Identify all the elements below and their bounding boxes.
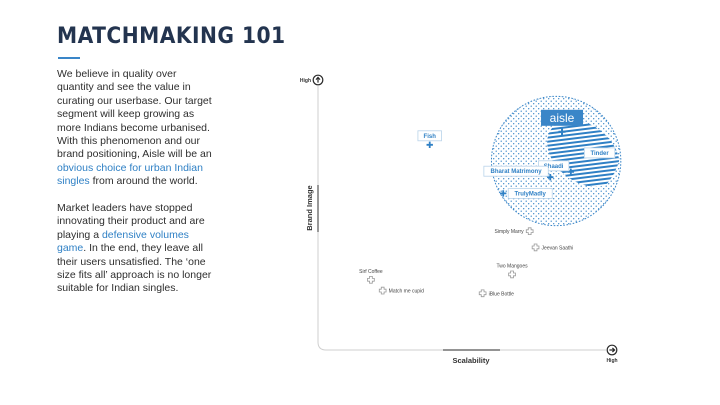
point-tinder: Tinder (584, 148, 614, 158)
point-label: Bharat Matrimony (491, 169, 543, 175)
point-iblue-bottle: iBlue Bottle (479, 290, 514, 297)
point-label: Fish (424, 134, 437, 140)
point-trulymadly: TrulyMadly (500, 188, 552, 198)
point-two-mangoes: Two Mangoes (496, 263, 528, 277)
point-label: Simply Marry (495, 229, 525, 235)
point-label: Sirf Coffee (359, 269, 383, 275)
point-sirf-coffee: Sirf Coffee (359, 269, 383, 283)
y-axis-title: Brand Image (305, 185, 314, 230)
point-fish: Fish (418, 131, 442, 148)
arrow-up-circle-icon (313, 75, 323, 85)
point-label: Two Mangoes (496, 263, 528, 269)
point-label: iBlue Bottle (489, 291, 515, 297)
point-label: Jeevan Saathi (542, 245, 574, 251)
point-label: Tinder (590, 151, 609, 157)
point-label: TrulyMadly (515, 191, 547, 197)
x-axis-high-label: High (606, 358, 617, 364)
aisle-logo-text: aisle (550, 111, 575, 125)
point-match-me-cupid: Match me cupid (379, 287, 424, 294)
arrow-right-circle-icon (607, 345, 617, 355)
y-axis-high-label: High (300, 78, 311, 84)
point-label: Match me cupid (389, 289, 425, 295)
x-axis-title: Scalability (452, 356, 490, 365)
point-simply-marry: Simply Marry (495, 228, 534, 235)
point-jeevan-saathi: Jeevan Saathi (532, 244, 573, 251)
